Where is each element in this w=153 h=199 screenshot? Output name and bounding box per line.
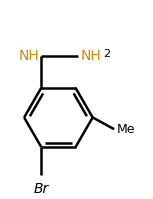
Text: Me: Me — [117, 123, 136, 136]
Text: NH: NH — [19, 50, 39, 63]
Text: Br: Br — [34, 182, 49, 196]
Text: NH: NH — [80, 50, 101, 63]
Text: 2: 2 — [103, 49, 110, 59]
